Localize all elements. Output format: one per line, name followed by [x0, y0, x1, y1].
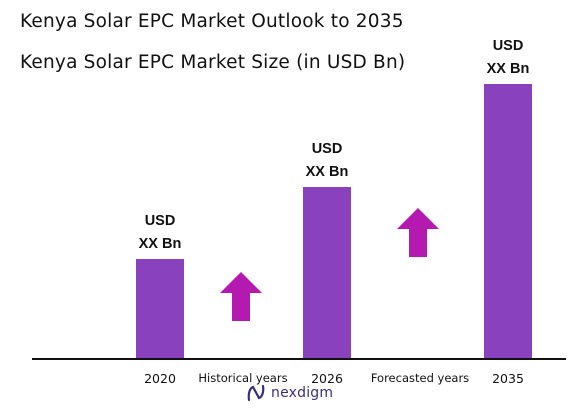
bar-data-label: XX Bn — [306, 164, 349, 180]
growth-arrow-up-icon — [397, 208, 439, 257]
bar-2020 — [136, 259, 184, 359]
x-tick-label: 2020 — [144, 371, 176, 386]
historical-period-label: Historical years — [198, 371, 287, 385]
bars-group — [136, 84, 532, 359]
nexdigm-logo: nexdigm — [246, 384, 333, 402]
nexdigm-logo-icon — [247, 384, 265, 402]
nexdigm-logo-text: nexdigm — [271, 385, 334, 401]
bar-data-label: USD — [145, 213, 176, 229]
bar-data-label: USD — [312, 141, 343, 157]
x-tick-label: 2035 — [492, 371, 524, 386]
labels-group: USD XX Bn 2020 USD XX Bn 2026 USD XX Bn 2035 Hist… — [139, 38, 530, 386]
bar-data-label: XX Bn — [487, 61, 530, 77]
chart-subtitle: Kenya Solar EPC Market Size (in USD Bn) — [20, 52, 406, 73]
bar-2035 — [484, 84, 532, 359]
bar-data-label: USD — [493, 38, 524, 54]
x-tick-label: 2026 — [311, 371, 343, 386]
forecast-period-label: Forecasted years — [371, 371, 469, 385]
bar-data-label: XX Bn — [139, 236, 182, 252]
growth-arrow-up-icon — [220, 272, 262, 321]
growth-arrows-group — [220, 208, 439, 321]
bar-2026 — [303, 187, 351, 359]
chart-title: Kenya Solar EPC Market Outlook to 2035 — [20, 11, 404, 32]
